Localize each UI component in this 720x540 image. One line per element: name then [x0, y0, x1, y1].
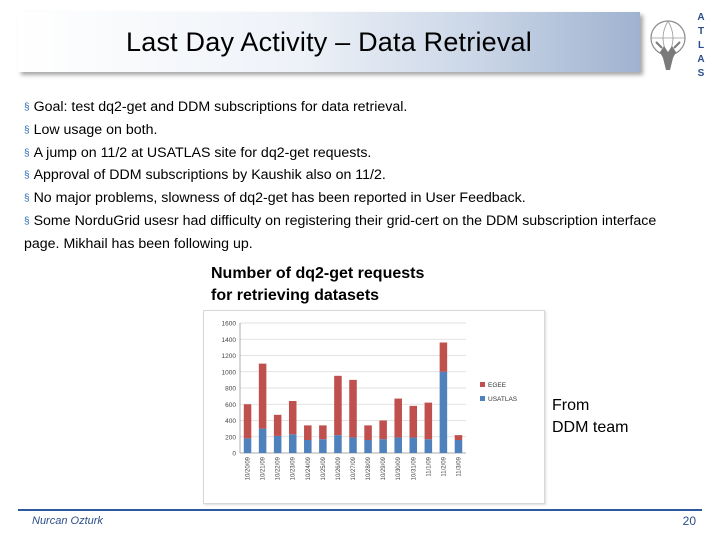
x-tick-label: 10/27/09: [351, 456, 357, 480]
atlas-logo-letter-a2: A: [697, 54, 704, 65]
slide-title: Last Day Activity – Data Retrieval: [126, 26, 532, 57]
bar-egee: [409, 405, 418, 438]
atlas-logo-letter-s: S: [698, 68, 705, 78]
title-bar: Last Day Activity – Data Retrieval: [18, 12, 640, 72]
bullet-marker: §: [24, 124, 30, 136]
bullet-marker: §: [24, 147, 30, 159]
bar-egee: [394, 398, 402, 438]
bullet-item: § Approval of DDM subscriptions by Kaushi…: [24, 165, 694, 188]
chart-caption-line1: Number of dq2-get requests: [211, 265, 425, 282]
legend-label-egee: EGEE: [488, 382, 507, 389]
bar-usatlas: [319, 439, 327, 453]
x-tick-label: 10/28/09: [366, 456, 372, 480]
bullet-text: No major problems, slowness of dq2-get h…: [33, 190, 526, 207]
bar-usatlas: [364, 440, 372, 453]
bullet-list: § Goal: test dq2-get and DDM subscription…: [24, 97, 694, 255]
bar-usatlas: [273, 435, 282, 453]
page-number: 20: [682, 514, 696, 528]
footer-divider: [18, 509, 702, 511]
bullet-text: Goal: test dq2-get and DDM subscriptions…: [33, 99, 408, 115]
legend-label-usatlas: USATLAS: [488, 396, 518, 403]
x-tick-label: 10/29/09: [381, 456, 387, 480]
bar-usatlas: [424, 439, 433, 453]
x-tick-label: 10/22/09: [276, 456, 282, 480]
x-tick-label: 10/30/09: [396, 456, 402, 480]
bar-usatlas: [409, 437, 418, 453]
atlas-logo-letter-l: L: [698, 40, 704, 51]
legend-swatch-usatlas: [480, 396, 485, 401]
bar-egee: [364, 425, 372, 440]
y-tick-label: 400: [225, 418, 236, 425]
bar-usatlas: [334, 435, 342, 453]
x-tick-label: 10/24/09: [306, 456, 312, 480]
atlas-logo: A T L A S: [650, 12, 705, 78]
atlas-logo-figure: [660, 46, 676, 70]
bar-egee: [319, 425, 327, 440]
bar-egee: [424, 402, 433, 440]
bar-usatlas: [454, 440, 463, 453]
chart-frame: 0 200 400 600 800 1000 1200 1400 1600 10/20/09 10/…: [203, 310, 545, 504]
atlas-logo-arms: [655, 41, 681, 49]
bar-egee: [243, 404, 252, 439]
x-tick-label: 11/2/09: [441, 456, 447, 476]
chart-caption-line2: for retrieving datasets: [211, 287, 380, 304]
y-tick-label: 1200: [222, 353, 237, 360]
bar-usatlas: [379, 439, 387, 453]
x-tick-label: 11/1/09: [426, 456, 432, 476]
bar-egee: [454, 435, 463, 440]
bullet-text: Low usage on both.: [33, 121, 158, 138]
bullet-item: § Some NorduGrid usesr had difficulty on …: [24, 211, 694, 255]
bullet-marker: §: [24, 170, 30, 182]
legend-swatch-egee: [480, 382, 485, 387]
x-tick-label: 10/23/09: [291, 456, 297, 480]
bar-usatlas: [288, 434, 297, 453]
stacked-bar-chart: 0 200 400 600 800 1000 1200 1400 1600 10/20/09 10/…: [222, 321, 518, 481]
bullet-text: Approval of DDM subscriptions by Kaushik…: [33, 167, 386, 184]
bar-egee: [379, 420, 387, 440]
y-tick-label: 0: [232, 451, 236, 458]
footer-author: Nurcan Ozturk: [32, 515, 103, 527]
bar-usatlas: [304, 440, 312, 453]
source-note-line1: From: [552, 397, 590, 414]
y-tick-label: 600: [225, 402, 236, 409]
bullet-text: Some NorduGrid usesr had difficulty on r…: [24, 212, 657, 252]
bar-egee: [349, 379, 357, 438]
x-tick-label: 10/26/09: [336, 456, 342, 480]
x-tick-label: 10/20/09: [246, 456, 252, 480]
bullet-marker: §: [24, 102, 30, 113]
x-tick-label: 10/25/09: [321, 456, 327, 480]
x-tick-label: 10/31/09: [411, 456, 417, 480]
chart-caption: Number of dq2-get requests for retrievin…: [211, 263, 471, 307]
bar-egee: [334, 375, 342, 436]
x-tick-label: 11/3/09: [456, 456, 462, 476]
y-tick-label: 200: [225, 434, 236, 441]
source-note-line2: DDM team: [552, 419, 629, 436]
bullet-marker: §: [24, 215, 30, 227]
bar-usatlas: [258, 428, 267, 453]
atlas-logo-letter-a: A: [697, 12, 704, 23]
bullet-item: § A jump on 11/2 at USATLAS site for dq2-…: [24, 143, 694, 166]
bullet-item: § Low usage on both.: [24, 120, 694, 143]
bar-usatlas: [243, 438, 252, 453]
y-tick-label: 1600: [222, 321, 237, 328]
bullet-marker: §: [24, 193, 30, 205]
source-note: From DDM team: [552, 395, 672, 439]
atlas-logo-letter-t: T: [698, 26, 704, 37]
y-tick-label: 1400: [222, 337, 237, 344]
y-tick-label: 800: [225, 386, 236, 393]
bar-usatlas: [394, 437, 402, 453]
bar-usatlas: [439, 371, 448, 453]
bar-egee: [304, 425, 312, 440]
bullet-text: A jump on 11/2 at USATLAS site for dq2-g…: [33, 144, 372, 161]
bar-egee: [258, 363, 267, 429]
bar-egee: [439, 342, 448, 372]
x-tick-label: 10/21/09: [261, 456, 267, 480]
y-tick-label: 1000: [222, 369, 237, 376]
bar-egee: [273, 414, 282, 436]
bullet-item: § No major problems, slowness of dq2-get …: [24, 188, 694, 211]
bullet-item: § Goal: test dq2-get and DDM subscription…: [24, 97, 694, 120]
bar-egee: [288, 401, 297, 435]
bar-usatlas: [349, 437, 357, 453]
